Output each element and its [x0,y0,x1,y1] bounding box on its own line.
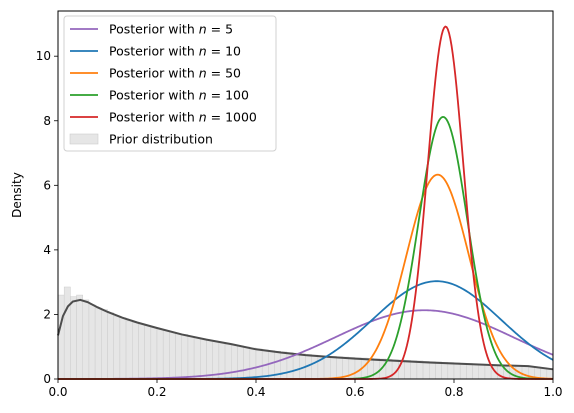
prior-histogram-bar [249,347,257,380]
prior-histogram-bar [292,352,300,380]
prior-histogram-bar [144,325,152,380]
prior-histogram-bar [70,296,77,380]
prior-histogram-bar [138,323,145,380]
x-tick-label: 0.6 [345,385,364,399]
prior-histogram-bar [107,312,114,380]
prior-histogram-bar [119,317,127,380]
prior-histogram-bar [478,363,486,380]
y-tick-label: 10 [36,49,51,63]
prior-histogram-bar [162,330,170,380]
y-axis: 0 2 4 6 8 10 [36,49,58,386]
legend-label: Prior distribution [109,132,213,147]
prior-histogram-bar [206,340,213,380]
prior-histogram-bar [132,322,139,380]
prior-histogram-bar [187,336,195,380]
prior-histogram-bar [280,351,288,380]
prior-histogram-bar [212,341,220,380]
prior-histogram-bar [466,363,473,380]
prior-histogram-bar [422,360,430,380]
prior-histogram-bar [410,360,418,380]
prior-histogram-bar [113,315,121,380]
y-tick-label: 0 [43,372,51,386]
prior-histogram-bar [200,338,207,380]
x-tick-label: 0.8 [444,385,463,399]
prior-histogram-bar [453,362,461,380]
prior-histogram-bar [63,286,71,380]
prior-histogram-bar [472,363,479,380]
prior-histogram-bar [156,328,164,380]
prior-histogram-bar [336,356,343,380]
prior-histogram-bar [125,320,133,380]
prior-histogram-bar [231,344,238,380]
prior-histogram-bar [181,334,189,380]
prior-histogram-bar [237,345,244,380]
plot-frame [57,10,554,380]
x-tick-label: 0.2 [147,385,166,399]
prior-histogram-bar [169,331,176,380]
prior-histogram-bar [484,364,492,380]
x-tick-label: 0.4 [246,385,265,399]
prior-histogram-bar [447,362,455,380]
legend-label: Posterior with n = 50 [109,66,241,81]
legend-label: Posterior with n = 1000 [109,110,257,125]
y-axis-label: Density [10,172,24,218]
legend: Posterior with n = 5 Posterior with n = 1… [63,15,277,152]
prior-histogram-bar [82,299,90,380]
prior-histogram-bar [311,354,319,380]
prior-histogram-bar [243,346,251,380]
prior-density-curve [57,298,554,371]
x-tick-label: 1.0 [543,385,562,399]
y-tick-label: 8 [43,114,51,128]
y-tick-label: 4 [43,243,51,257]
prior-histogram-bar [330,356,337,380]
legend-label: Posterior with n = 100 [109,88,249,103]
legend-label: Posterior with n = 10 [109,44,241,59]
prior-histogram-bar [88,304,96,380]
prior-histogram-bar [94,307,102,380]
prior-histogram-bar [459,362,467,380]
prior-histogram-bar [373,358,380,380]
x-tick-label: 0.0 [48,385,67,399]
legend-box [63,15,277,152]
legend-swatch [69,133,99,145]
prior-histogram-bar [323,355,331,380]
prior-histogram-bar [441,361,449,380]
prior-histogram-bar [150,327,158,380]
y-tick-label: 6 [43,178,51,192]
legend-label: Posterior with n = 5 [109,22,233,37]
x-axis: 0.0 0.2 0.4 0.6 0.8 1.0 [48,379,563,399]
prior-histogram-bar [193,337,201,380]
prior-histogram-bar [354,357,362,380]
prior-histogram-bar [76,294,83,380]
prior-histogram-bar [416,360,424,380]
prior-histogram-bar [435,361,442,380]
prior-histogram-bar [429,361,436,380]
prior-histogram-bar [57,294,65,380]
y-tick-label: 2 [43,307,51,321]
prior-histogram-bar [255,348,263,380]
prior-histogram-bar [546,368,554,380]
prior-histogram-bar [175,333,182,380]
prior-histogram-bar [404,360,411,380]
prior-histogram-bar [101,309,108,380]
